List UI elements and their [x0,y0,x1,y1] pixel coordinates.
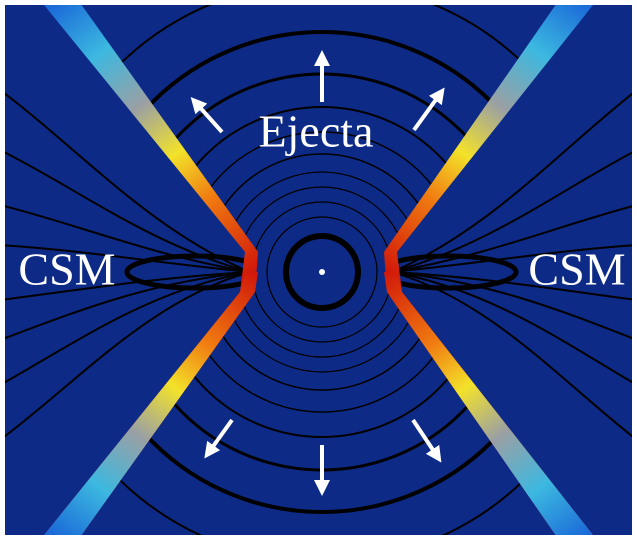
shell-lower-left [44,272,258,535]
csm-label-right: CSM [528,244,625,295]
background [5,5,632,535]
inner-ring [283,233,361,311]
shell-lower-right [384,272,594,535]
ejecta-label: Ejecta [259,106,374,157]
arrows [190,50,445,496]
csm-contours [5,89,632,441]
csm-label-left: CSM [18,244,115,295]
center [319,269,325,275]
